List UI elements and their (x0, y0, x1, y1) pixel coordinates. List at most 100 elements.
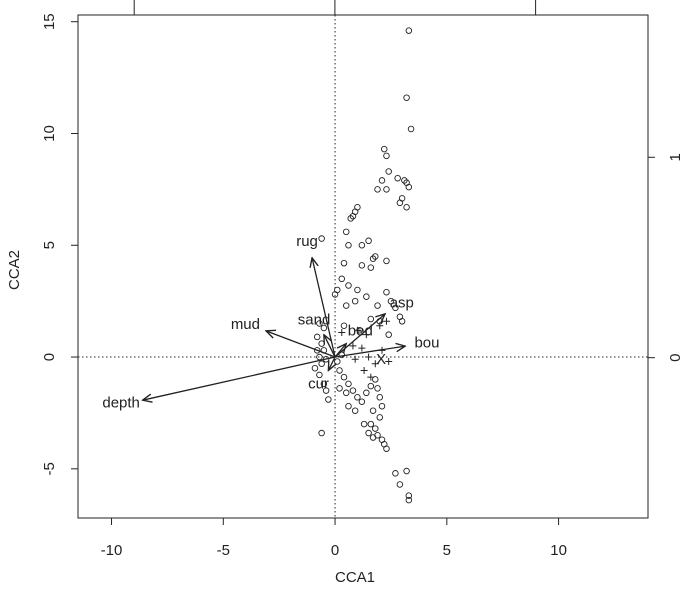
point (383, 186, 390, 193)
point (367, 420, 375, 428)
point (340, 373, 348, 381)
biplot-arrow (143, 356, 336, 400)
arrow-label: sand (298, 311, 331, 328)
point (358, 398, 366, 406)
point (392, 470, 399, 477)
centroid-label: X (376, 351, 386, 368)
x-tick-label: 0 (331, 542, 339, 559)
point (367, 315, 375, 323)
point (374, 385, 381, 392)
point (372, 425, 379, 432)
point (351, 297, 359, 305)
point (376, 414, 384, 421)
point (316, 371, 323, 379)
point-plus (338, 328, 346, 336)
point (340, 322, 348, 329)
point (313, 347, 321, 354)
point-plus (353, 326, 361, 334)
point (358, 262, 366, 269)
point (342, 302, 350, 309)
point (318, 235, 325, 242)
x-tick-label: -10 (101, 542, 123, 559)
point (374, 186, 381, 193)
point-plus (349, 342, 357, 350)
y-tick-label: 15 (41, 13, 58, 30)
point (383, 152, 390, 160)
biplot-arrow (328, 356, 335, 370)
point (347, 215, 354, 222)
point (360, 420, 368, 428)
point (405, 27, 413, 34)
point (342, 228, 350, 236)
point (318, 360, 325, 367)
point (331, 291, 339, 298)
point (336, 367, 343, 374)
point (342, 389, 350, 397)
point (378, 402, 386, 410)
point (365, 429, 372, 437)
point (354, 286, 361, 294)
point (383, 288, 390, 296)
point (387, 297, 395, 305)
point (392, 304, 399, 312)
point (318, 429, 325, 437)
point (345, 282, 352, 289)
point-plus (358, 344, 366, 352)
point (349, 212, 357, 220)
point (383, 445, 390, 452)
point (398, 318, 406, 325)
y2-tick-label: 0 (667, 354, 684, 362)
point (401, 177, 408, 184)
y-tick-label: 5 (41, 241, 58, 249)
x-tick-label: 10 (550, 542, 567, 559)
point (372, 253, 379, 260)
point (322, 387, 330, 394)
point (385, 168, 392, 175)
y-tick-label: 0 (41, 353, 58, 361)
point (334, 358, 341, 365)
point (405, 183, 413, 191)
point (396, 481, 404, 488)
point (313, 333, 321, 341)
point (316, 353, 323, 361)
y2-tick-label: 1 (667, 153, 684, 161)
biplot-arrow (334, 314, 385, 358)
point (369, 434, 377, 441)
point (376, 394, 384, 401)
plot-frame (77, 14, 649, 519)
point (320, 324, 328, 332)
point (378, 177, 386, 184)
biplot-arrow (334, 346, 405, 358)
point (383, 257, 390, 265)
point-plus (365, 353, 373, 361)
point (367, 382, 375, 390)
point (336, 385, 343, 392)
point (396, 199, 404, 207)
point (363, 389, 370, 397)
y-tick-label: -5 (41, 462, 58, 475)
point (372, 376, 379, 383)
biplot-arrow (324, 335, 336, 358)
point (345, 402, 352, 410)
arrow-label: bou (414, 335, 439, 352)
point (403, 204, 410, 211)
point (318, 340, 325, 347)
y-tick-label: 10 (41, 125, 58, 142)
point (325, 396, 332, 403)
point-plus (360, 366, 368, 374)
x-axis-label: CCA1 (335, 569, 375, 586)
point (316, 320, 323, 327)
point (365, 237, 372, 245)
point-plus (362, 331, 370, 339)
arrow-label: rug (296, 233, 318, 250)
point (320, 380, 328, 388)
point-plus (371, 360, 379, 368)
point (369, 255, 377, 262)
point (338, 275, 346, 283)
arrow-label: cur (308, 376, 329, 393)
point (367, 264, 375, 271)
point (385, 331, 392, 338)
point (405, 492, 413, 499)
arrow-label: bed (348, 322, 373, 339)
